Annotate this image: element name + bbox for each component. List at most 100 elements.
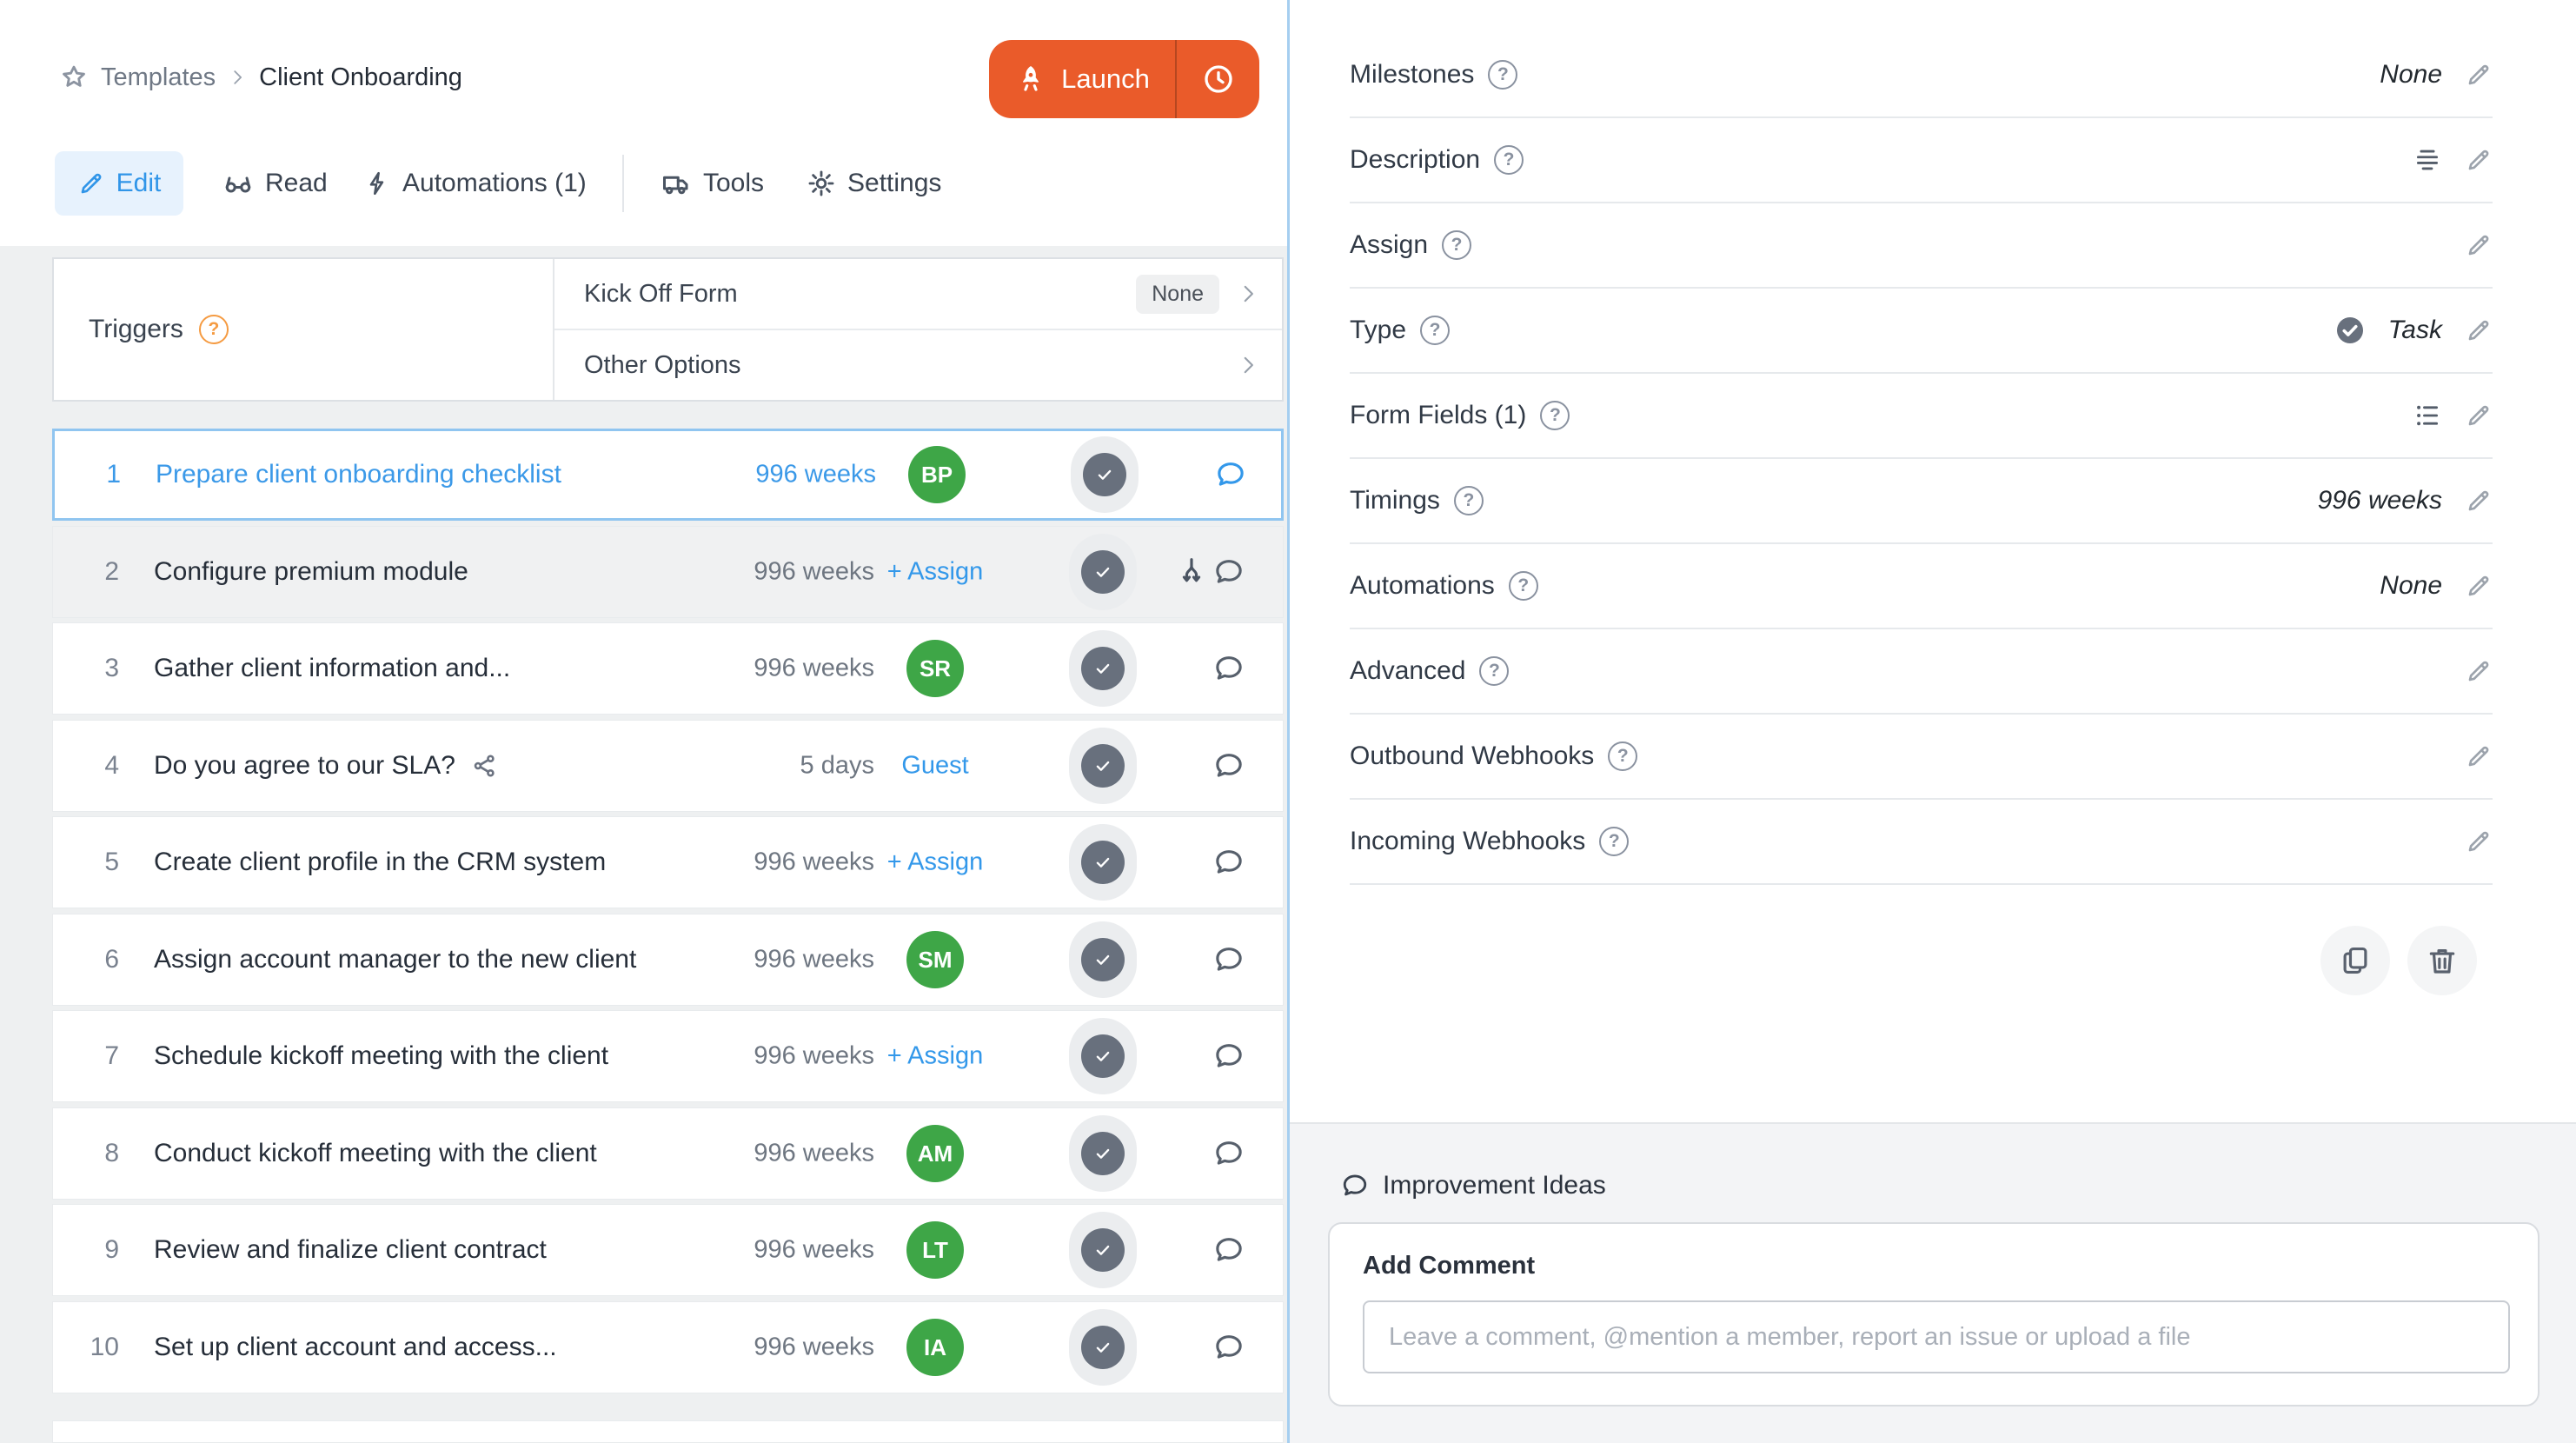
comment-icon[interactable] (1212, 1331, 1246, 1364)
pencil-icon[interactable] (2465, 572, 2493, 600)
task-assignee[interactable]: + Assign (840, 848, 1031, 877)
assignee-avatar[interactable]: SM (906, 931, 964, 988)
comment-icon[interactable] (1212, 1234, 1246, 1267)
help-icon[interactable]: ? (1508, 571, 1538, 601)
assignee-avatar[interactable]: IA (906, 1319, 964, 1376)
panel-row[interactable]: Incoming Webhooks ? (1350, 800, 2493, 885)
task-title[interactable]: Do you agree to our SLA? (154, 751, 499, 781)
assign-link[interactable]: + Assign (886, 1041, 984, 1070)
task-title[interactable]: Conduct kickoff meeting with the client (154, 1139, 597, 1168)
paragraph-icon[interactable] (2413, 145, 2442, 175)
comment-icon[interactable] (1212, 943, 1246, 976)
breadcrumb-templates[interactable]: Templates (101, 63, 216, 91)
task-complete-toggle[interactable] (1069, 630, 1137, 707)
task-complete-toggle[interactable] (1069, 1212, 1137, 1288)
panel-row[interactable]: Type ? Task (1350, 289, 2493, 374)
pencil-icon[interactable] (2465, 828, 2493, 855)
list-icon[interactable] (2413, 401, 2442, 430)
help-icon[interactable]: ? (1599, 827, 1630, 856)
task-assignee[interactable]: + Assign (840, 558, 1031, 587)
comment-icon[interactable] (1212, 749, 1246, 782)
pencil-icon[interactable] (2465, 316, 2493, 344)
task-title[interactable]: Assign account manager to the new client (154, 945, 636, 974)
task-duration[interactable]: 996 weeks (754, 1235, 874, 1264)
task-row[interactable]: 9 Review and finalize client contract 99… (52, 1204, 1284, 1296)
task-complete-toggle[interactable] (1069, 921, 1137, 998)
panel-row[interactable]: Description ? (1350, 118, 2493, 203)
task-duration[interactable]: 996 weeks (755, 460, 876, 489)
task-row[interactable]: 6 Assign account manager to the new clie… (52, 914, 1284, 1006)
tab-settings[interactable]: Settings (807, 151, 941, 216)
assignee-avatar[interactable]: BP (908, 446, 966, 503)
task-row[interactable]: 1 Prepare client onboarding checklist 99… (52, 429, 1284, 521)
comment-input[interactable] (1363, 1300, 2510, 1373)
task-row[interactable]: 3 Gather client information and... 996 w… (52, 622, 1284, 715)
share-icon[interactable] (471, 752, 499, 780)
help-icon[interactable]: ? (1494, 145, 1524, 175)
panel-row[interactable]: Milestones ? None (1350, 33, 2493, 118)
task-duration[interactable]: 996 weeks (754, 1333, 874, 1361)
task-row[interactable]: 8 Conduct kickoff meeting with the clien… (52, 1107, 1284, 1200)
help-icon[interactable]: ? (1442, 230, 1472, 260)
task-assignee[interactable]: SR (840, 640, 1031, 697)
tab-edit[interactable]: Edit (55, 151, 183, 216)
task-complete-toggle[interactable] (1069, 1309, 1137, 1386)
panel-row[interactable]: Timings ? 996 weeks (1350, 459, 2493, 544)
task-row[interactable]: 2 Configure premium module 996 weeks + A… (52, 526, 1284, 618)
task-complete-toggle[interactable] (1069, 1115, 1137, 1192)
task-title[interactable]: Gather client information and... (154, 654, 510, 683)
assignee-avatar[interactable]: LT (906, 1221, 964, 1279)
task-row[interactable]: 10 Set up client account and access... 9… (52, 1301, 1284, 1393)
help-icon[interactable]: ? (1488, 60, 1518, 90)
task-complete-toggle[interactable] (1069, 1018, 1137, 1094)
task-complete-toggle[interactable] (1069, 534, 1137, 610)
launch-main[interactable]: Launch (989, 40, 1175, 118)
task-duration[interactable]: 5 days (800, 751, 874, 780)
task-row[interactable]: 5 Create client profile in the CRM syste… (52, 816, 1284, 908)
panel-row[interactable]: Outbound Webhooks ? (1350, 715, 2493, 800)
task-row[interactable]: 4 Do you agree to our SLA? 5 days Guest (52, 720, 1284, 812)
duplicate-step-button[interactable] (2320, 926, 2390, 995)
panel-row[interactable]: Assign ? (1350, 203, 2493, 289)
pencil-icon[interactable] (2465, 487, 2493, 515)
task-duration[interactable]: 996 weeks (754, 945, 874, 974)
comment-icon[interactable] (1212, 652, 1246, 685)
automation-branch-icon[interactable] (1174, 555, 1209, 589)
tab-automations[interactable]: Automations (1) (363, 151, 587, 216)
task-duration[interactable]: 996 weeks (754, 848, 874, 876)
help-icon[interactable]: ? (198, 315, 229, 344)
task-complete-toggle[interactable] (1069, 728, 1137, 804)
task-title[interactable]: Create client profile in the CRM system (154, 848, 606, 877)
help-icon[interactable]: ? (1420, 316, 1451, 345)
star-icon[interactable] (59, 63, 89, 92)
delete-step-button[interactable] (2407, 926, 2477, 995)
task-duration[interactable]: 996 weeks (754, 654, 874, 682)
help-icon[interactable]: ? (1453, 486, 1484, 515)
task-title[interactable]: Configure premium module (154, 557, 468, 587)
task-title[interactable]: Review and finalize client contract (154, 1235, 547, 1265)
task-assignee[interactable]: BP (841, 446, 1032, 503)
help-icon[interactable]: ? (1540, 401, 1570, 430)
task-title[interactable]: Prepare client onboarding checklist (156, 460, 561, 489)
task-complete-toggle[interactable] (1071, 436, 1139, 513)
help-icon[interactable]: ? (1479, 656, 1510, 686)
pencil-icon[interactable] (2465, 146, 2493, 174)
pencil-icon[interactable] (2465, 742, 2493, 770)
pencil-icon[interactable] (2465, 402, 2493, 429)
task-title[interactable]: Schedule kickoff meeting with the client (154, 1041, 608, 1071)
task-assignee[interactable]: LT (840, 1221, 1031, 1279)
guest-link[interactable]: Guest (901, 751, 969, 780)
help-icon[interactable]: ? (1608, 741, 1638, 771)
task-title[interactable]: Set up client account and access... (154, 1333, 557, 1362)
task-duration[interactable]: 996 weeks (754, 1139, 874, 1167)
comment-icon[interactable] (1212, 1137, 1246, 1170)
pencil-icon[interactable] (2465, 657, 2493, 685)
kickoff-form-row[interactable]: Kick Off Form None (554, 259, 1282, 330)
task-duration[interactable]: 996 weeks (754, 557, 874, 586)
task-complete-toggle[interactable] (1069, 824, 1137, 901)
comment-icon[interactable] (1212, 555, 1246, 589)
schedule-launch-button[interactable] (1177, 40, 1259, 118)
task-assignee[interactable]: + Assign (840, 1042, 1031, 1071)
other-options-row[interactable]: Other Options (554, 330, 1282, 400)
task-duration[interactable]: 996 weeks (754, 1041, 874, 1070)
